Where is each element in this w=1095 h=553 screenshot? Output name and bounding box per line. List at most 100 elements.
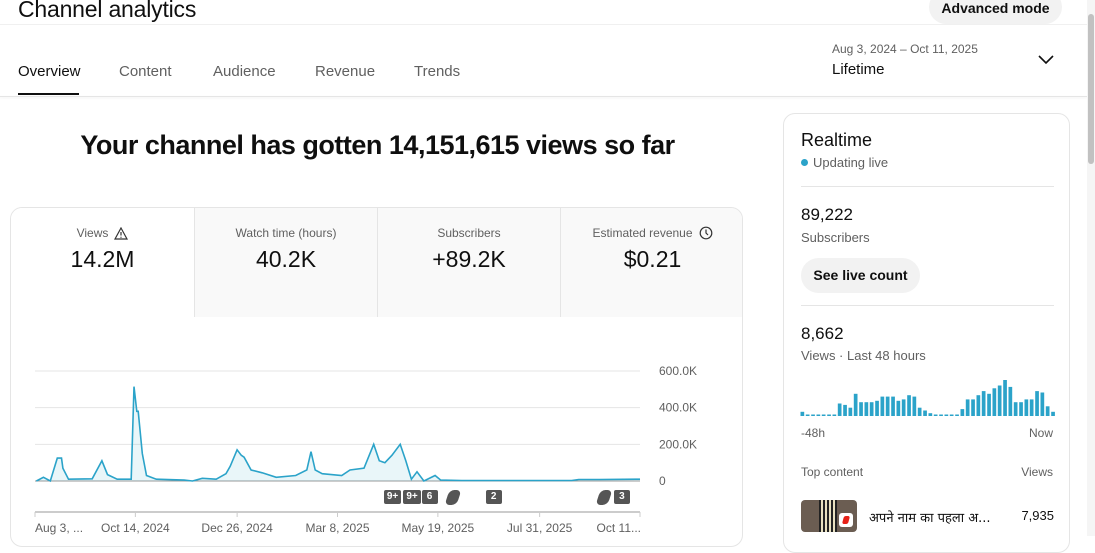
realtime-bar[interactable] <box>827 415 831 417</box>
x-tick-label: Aug 3, ... <box>35 521 83 535</box>
realtime-bar[interactable] <box>934 415 938 417</box>
top-content-title: अपने नाम का पहला अ... <box>869 508 991 526</box>
scrollbar-thumb[interactable] <box>1088 14 1094 164</box>
tab-revenue[interactable]: Revenue <box>315 63 375 80</box>
realtime-bar[interactable] <box>929 413 933 416</box>
active-tab-indicator <box>18 93 79 95</box>
realtime-bar[interactable] <box>982 391 986 416</box>
realtime-bar[interactable] <box>961 409 965 416</box>
realtime-bar[interactable] <box>971 399 975 416</box>
x-tick-label: Mar 8, 2025 <box>305 521 369 535</box>
views-headline: Your channel has gotten 14,151,615 views… <box>0 130 755 161</box>
metric-value: +89.2K <box>378 246 560 273</box>
realtime-bar[interactable] <box>817 415 821 417</box>
realtime-bar[interactable] <box>1019 402 1023 416</box>
y-tick-label: 600.0K <box>659 364 697 378</box>
realtime-bar[interactable] <box>859 402 863 416</box>
realtime-bar[interactable] <box>907 395 911 416</box>
y-tick-label: 0 <box>659 474 666 488</box>
y-tick-label: 200.0K <box>659 437 697 451</box>
realtime-bar[interactable] <box>854 394 858 416</box>
video-marker[interactable]: 6 <box>422 490 438 504</box>
realtime-bar[interactable] <box>939 415 943 417</box>
realtime-bar[interactable] <box>945 415 949 417</box>
video-marker[interactable]: 9+ <box>403 490 420 504</box>
realtime-bar[interactable] <box>1051 412 1055 416</box>
realtime-bar[interactable] <box>923 411 927 417</box>
tab-audience[interactable]: Audience <box>213 63 276 80</box>
metric-label: Subscribers <box>437 226 500 240</box>
realtime-bar[interactable] <box>897 401 901 416</box>
tab-trends[interactable]: Trends <box>414 63 460 80</box>
realtime-bar[interactable] <box>966 399 970 416</box>
realtime-bar[interactable] <box>1046 406 1050 416</box>
realtime-bar[interactable] <box>886 397 890 416</box>
x-tick-label: Jul 31, 2025 <box>507 521 573 535</box>
video-marker[interactable]: 2 <box>486 490 502 504</box>
metric-label: Watch time (hours) <box>236 226 337 240</box>
metric-revenue[interactable]: Estimated revenue $0.21 <box>560 208 743 317</box>
top-content-item[interactable]: अपने नाम का पहला अ... 7,935 <box>801 500 1054 532</box>
realtime-bar[interactable] <box>870 402 874 416</box>
start-label: -48h <box>801 426 825 440</box>
metric-views[interactable]: Views 14.2M <box>11 208 194 317</box>
tab-content[interactable]: Content <box>119 63 172 80</box>
realtime-bar[interactable] <box>843 405 847 416</box>
realtime-bar[interactable] <box>1035 391 1039 416</box>
realtime-bar[interactable] <box>977 395 981 416</box>
see-live-count-button[interactable]: See live count <box>801 258 920 293</box>
realtime-bar[interactable] <box>993 388 997 416</box>
x-tick-label: Oct 14, 2024 <box>101 521 170 535</box>
realtime-bar[interactable] <box>833 415 837 417</box>
video-thumbnail <box>801 500 857 532</box>
video-marker[interactable]: 9+ <box>384 490 401 504</box>
realtime-bar[interactable] <box>1030 399 1034 416</box>
date-period[interactable]: Lifetime <box>832 61 885 78</box>
realtime-bar[interactable] <box>1041 393 1045 417</box>
realtime-bar[interactable] <box>806 415 810 417</box>
realtime-bar[interactable] <box>822 415 826 417</box>
realtime-bar[interactable] <box>811 415 815 417</box>
chevron-down-icon[interactable] <box>1036 52 1056 68</box>
realtime-bar[interactable] <box>918 408 922 416</box>
realtime-bar[interactable] <box>849 408 853 416</box>
realtime-status: Updating live <box>813 155 888 170</box>
shorts-badge-icon <box>839 513 853 527</box>
realtime-bar[interactable] <box>875 401 879 416</box>
divider <box>0 24 1087 25</box>
realtime-bar[interactable] <box>987 394 991 416</box>
realtime-bar[interactable] <box>1014 402 1018 416</box>
realtime-bar[interactable] <box>865 402 869 416</box>
divider <box>801 186 1054 187</box>
realtime-bar[interactable] <box>902 399 906 416</box>
metric-subscribers[interactable]: Subscribers +89.2K <box>377 208 560 317</box>
metric-value: 40.2K <box>195 246 377 273</box>
metric-label: Estimated revenue <box>592 226 692 240</box>
realtime-bar[interactable] <box>891 397 895 416</box>
metric-watch-time[interactable]: Watch time (hours) 40.2K <box>194 208 377 317</box>
tab-overview[interactable]: Overview <box>18 63 81 80</box>
advanced-mode-button[interactable]: Advanced mode <box>929 0 1062 24</box>
x-tick-label: Dec 26, 2024 <box>201 521 273 535</box>
realtime-bar[interactable] <box>1009 387 1013 416</box>
realtime-bar[interactable] <box>1003 380 1007 416</box>
realtime-bar[interactable] <box>950 415 954 417</box>
realtime-bar[interactable] <box>801 412 805 416</box>
realtime-bar[interactable] <box>913 397 917 416</box>
realtime-bar[interactable] <box>838 404 842 417</box>
metric-value: 14.2M <box>11 246 194 273</box>
realtime-bar[interactable] <box>955 415 959 417</box>
metric-label: Views <box>77 226 109 240</box>
subscribers-label: Subscribers <box>801 230 870 245</box>
x-tick-label: May 19, 2025 <box>402 521 475 535</box>
realtime-bar[interactable] <box>881 397 885 416</box>
realtime-views: 8,662 <box>801 324 844 344</box>
realtime-bar[interactable] <box>1025 399 1029 416</box>
divider <box>801 305 1054 306</box>
date-range[interactable]: Aug 3, 2024 – Oct 11, 2025 <box>832 42 978 56</box>
warning-icon <box>114 227 128 240</box>
realtime-views-label: Views · Last 48 hours <box>801 348 926 363</box>
realtime-bar[interactable] <box>998 386 1002 417</box>
video-marker[interactable]: 3 <box>614 490 630 504</box>
metric-value: $0.21 <box>561 246 743 273</box>
